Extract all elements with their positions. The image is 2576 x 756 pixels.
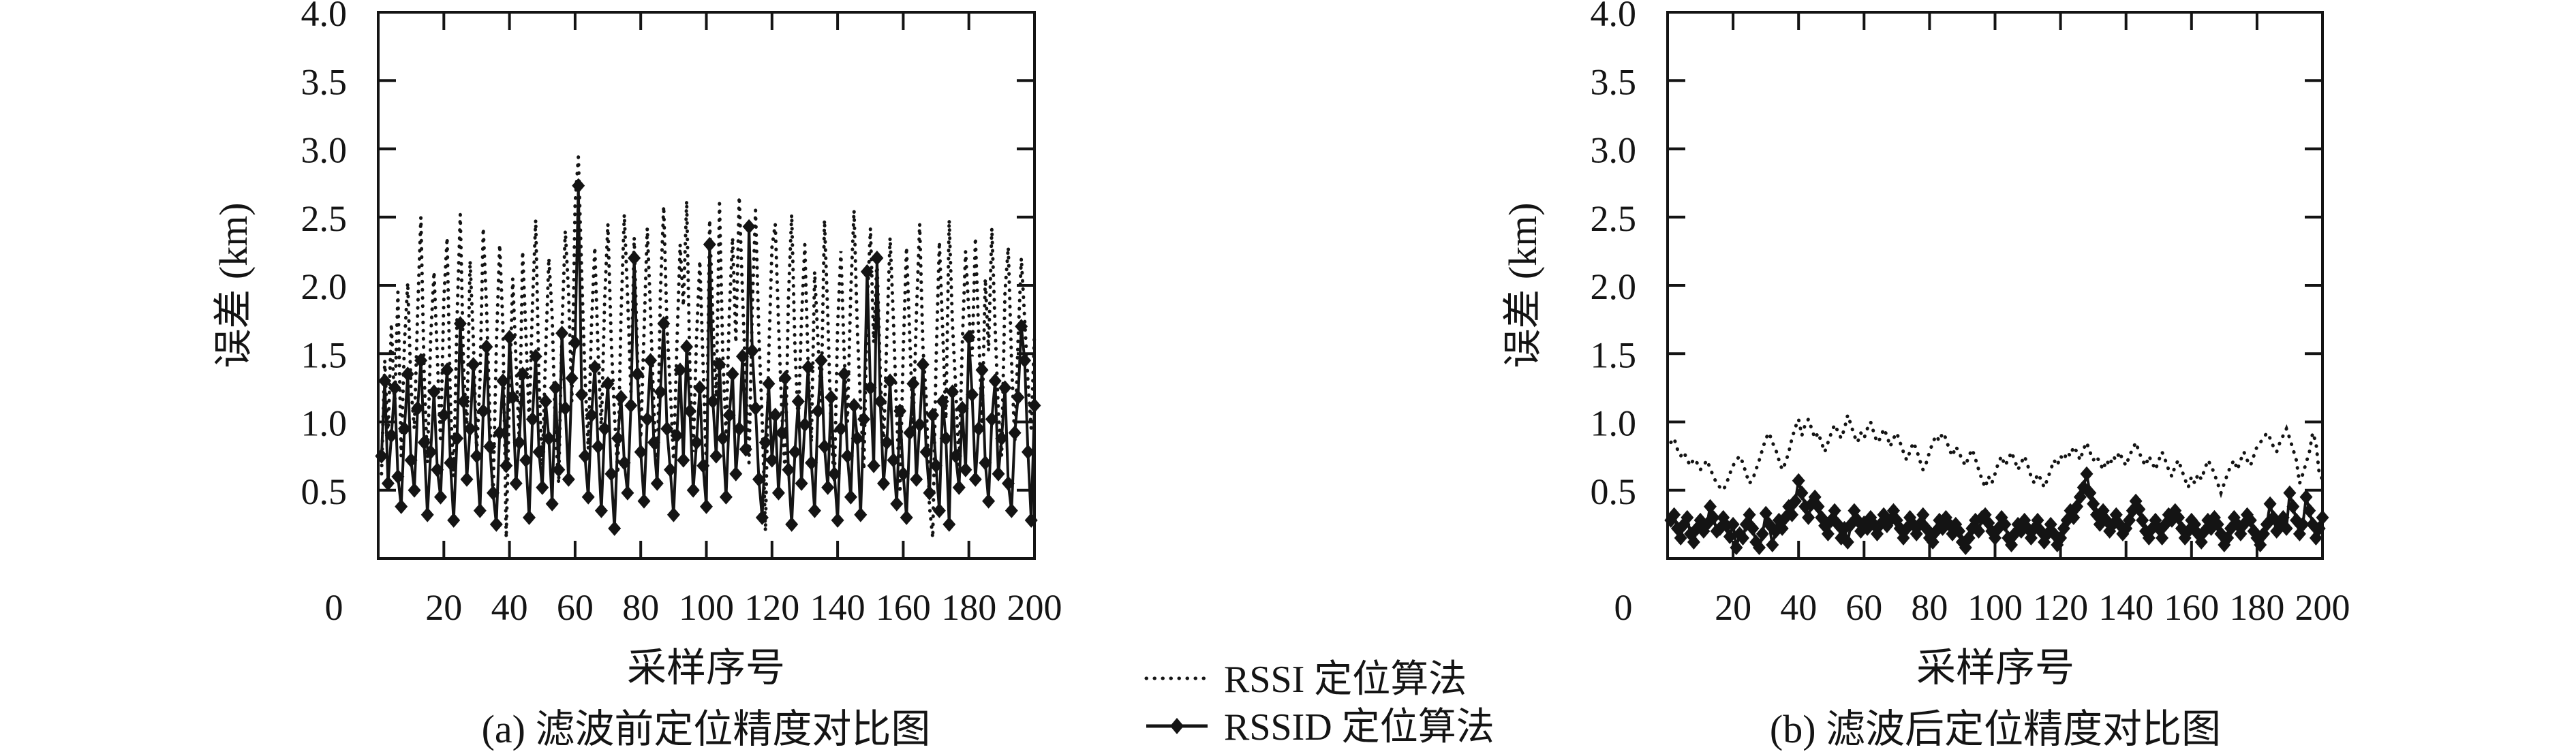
x-tick-label: 140 (810, 587, 865, 628)
x-tick-label: 80 (1911, 587, 1948, 628)
y-tick-label: 2.5 (301, 198, 348, 239)
y-tick-label: 3.5 (301, 61, 348, 102)
x-tick-label: 20 (425, 587, 462, 628)
y-tick-label: 2.0 (301, 266, 348, 307)
y-tick-label: 3.0 (1591, 130, 1637, 171)
y-axis-title-b: 误差 (km) (1501, 202, 1545, 368)
y-tick-label: 4.0 (1591, 0, 1637, 34)
x-tick-label: 180 (2229, 587, 2284, 628)
x-tick-label: 60 (1845, 587, 1882, 628)
x-tick-label: 200 (2295, 587, 2350, 628)
y-axis-title-a: 误差 (km) (211, 202, 256, 368)
x-axis-title-a: 采样序号 (627, 646, 785, 690)
caption-b: (b) 滤波后定位精度对比图 (1770, 707, 2221, 751)
x-tick-label: 120 (744, 587, 799, 628)
series-rssid-markers (1664, 466, 2329, 555)
y-tick-label: 1.0 (301, 403, 348, 444)
y-tick-label: 3.5 (1591, 61, 1637, 102)
legend-label-rssi: RSSI 定位算法 (1224, 659, 1467, 701)
y-tick-label: 0.5 (301, 471, 348, 512)
plot-border (1666, 11, 2324, 560)
y-tick-label: 4.0 (301, 0, 348, 34)
x-tick-label: 80 (622, 587, 659, 628)
x-tick-label: 0 (1614, 587, 1633, 628)
y-tick-label: 1.5 (301, 334, 348, 375)
x-tick-label: 160 (876, 587, 931, 628)
y-tick-label: 3.0 (301, 130, 348, 171)
series-rssi-dotted-line (1669, 409, 2325, 499)
y-tick-label: 2.5 (1591, 198, 1637, 239)
x-tick-label: 0 (325, 587, 343, 628)
x-tick-label: 60 (557, 587, 594, 628)
x-tick-label: 40 (1780, 587, 1817, 628)
y-tick-label: 2.0 (1591, 266, 1637, 307)
x-tick-label: 200 (1007, 587, 1062, 628)
chart-panel-a: 0 20 40 60 80 100 120 140 160 180 200 0.5 1.0 1.5 2.0 2… (301, 0, 1062, 628)
y-tick-label: 1.5 (1591, 334, 1637, 375)
x-tick-label: 40 (491, 587, 528, 628)
x-tick-label: 100 (679, 587, 734, 628)
x-tick-label: 100 (1967, 587, 2023, 628)
y-tick-label: 1.0 (1591, 403, 1637, 444)
x-tick-label: 160 (2164, 587, 2219, 628)
legend-sample-rssid-marker (1170, 718, 1184, 734)
series-rssid-solid-line (380, 184, 1036, 530)
x-tick-label: 180 (941, 587, 996, 628)
x-tick-label: 140 (2098, 587, 2153, 628)
x-tick-label: 20 (1715, 587, 1751, 628)
x-tick-label: 120 (2033, 587, 2088, 628)
legend-label-rssid: RSSID 定位算法 (1224, 706, 1494, 749)
y-tick-label: 0.5 (1591, 471, 1637, 512)
series-rssid-markers (375, 178, 1041, 536)
caption-a: (a) 滤波前定位精度对比图 (482, 707, 931, 751)
chart-panel-b: 0 20 40 60 80 100 120 140 160 180 200 0.5 1.0 1.5 2.0 2… (1591, 0, 2350, 628)
x-axis-title-b: 采样序号 (1916, 646, 2074, 690)
legend: RSSI 定位算法 RSSID 定位算法 (1144, 659, 1494, 749)
